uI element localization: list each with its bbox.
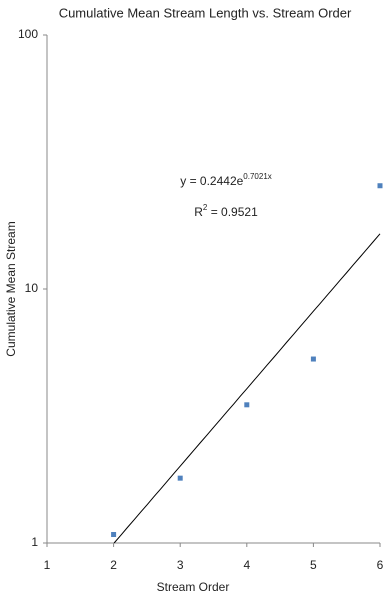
r-squared: R2 = 0.9521 (194, 203, 258, 219)
r-squared-symbol: R (194, 205, 203, 219)
y-tick-label: 10 (25, 281, 39, 295)
data-point (377, 183, 383, 189)
data-point (177, 475, 183, 481)
equation-exponent: 0.7021x (243, 172, 271, 181)
x-tick-label: 2 (110, 558, 117, 572)
x-tick-label: 6 (377, 558, 384, 572)
r-squared-value: = 0.9521 (207, 205, 258, 219)
y-axis-label: Cumulative Mean Stream (4, 221, 18, 356)
r-squared-exponent: 2 (203, 203, 208, 212)
y-tick-label: 1 (31, 535, 38, 549)
x-axis-label: Stream Order (157, 580, 230, 594)
chart-title: Cumulative Mean Stream Length vs. Stream… (59, 5, 352, 20)
data-point (244, 402, 250, 408)
trendline-equation: y = 0.2442e0.7021x (180, 172, 272, 188)
x-tick-label: 3 (177, 558, 184, 572)
x-tick-label: 4 (243, 558, 250, 572)
trendline (113, 233, 381, 544)
x-tick-label: 1 (44, 558, 51, 572)
y-tick-label: 100 (18, 27, 38, 41)
x-tick-label: 5 (310, 558, 317, 572)
data-point (111, 532, 117, 538)
data-point (310, 356, 316, 362)
equation-text: y = 0.2442e (180, 174, 243, 188)
